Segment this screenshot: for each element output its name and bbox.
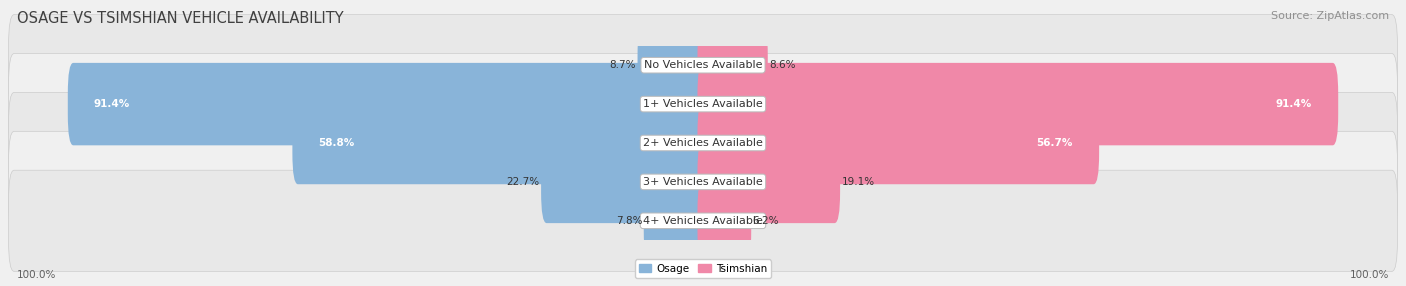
Text: 91.4%: 91.4%: [1275, 99, 1312, 109]
FancyBboxPatch shape: [697, 24, 768, 106]
Text: OSAGE VS TSIMSHIAN VEHICLE AVAILABILITY: OSAGE VS TSIMSHIAN VEHICLE AVAILABILITY: [17, 11, 343, 26]
Text: 56.7%: 56.7%: [1036, 138, 1073, 148]
FancyBboxPatch shape: [8, 92, 1398, 194]
FancyBboxPatch shape: [8, 131, 1398, 233]
Text: 6.2%: 6.2%: [752, 216, 779, 226]
FancyBboxPatch shape: [644, 180, 709, 262]
Text: 8.7%: 8.7%: [610, 60, 636, 70]
Text: 1+ Vehicles Available: 1+ Vehicles Available: [643, 99, 763, 109]
FancyBboxPatch shape: [637, 24, 709, 106]
FancyBboxPatch shape: [292, 102, 709, 184]
Text: 100.0%: 100.0%: [17, 270, 56, 280]
Text: No Vehicles Available: No Vehicles Available: [644, 60, 762, 70]
FancyBboxPatch shape: [697, 180, 751, 262]
FancyBboxPatch shape: [8, 53, 1398, 155]
Text: 2+ Vehicles Available: 2+ Vehicles Available: [643, 138, 763, 148]
Text: 3+ Vehicles Available: 3+ Vehicles Available: [643, 177, 763, 187]
Text: Source: ZipAtlas.com: Source: ZipAtlas.com: [1271, 11, 1389, 21]
Text: 22.7%: 22.7%: [506, 177, 540, 187]
FancyBboxPatch shape: [8, 15, 1398, 116]
Text: 4+ Vehicles Available: 4+ Vehicles Available: [643, 216, 763, 226]
FancyBboxPatch shape: [541, 141, 709, 223]
Text: 19.1%: 19.1%: [841, 177, 875, 187]
FancyBboxPatch shape: [697, 141, 841, 223]
Text: 8.6%: 8.6%: [769, 60, 796, 70]
FancyBboxPatch shape: [67, 63, 709, 145]
Text: 100.0%: 100.0%: [1350, 270, 1389, 280]
FancyBboxPatch shape: [8, 170, 1398, 271]
FancyBboxPatch shape: [697, 63, 1339, 145]
FancyBboxPatch shape: [697, 102, 1099, 184]
Text: 7.8%: 7.8%: [616, 216, 643, 226]
Text: 58.8%: 58.8%: [319, 138, 354, 148]
Text: 91.4%: 91.4%: [94, 99, 131, 109]
Legend: Osage, Tsimshian: Osage, Tsimshian: [634, 259, 772, 278]
